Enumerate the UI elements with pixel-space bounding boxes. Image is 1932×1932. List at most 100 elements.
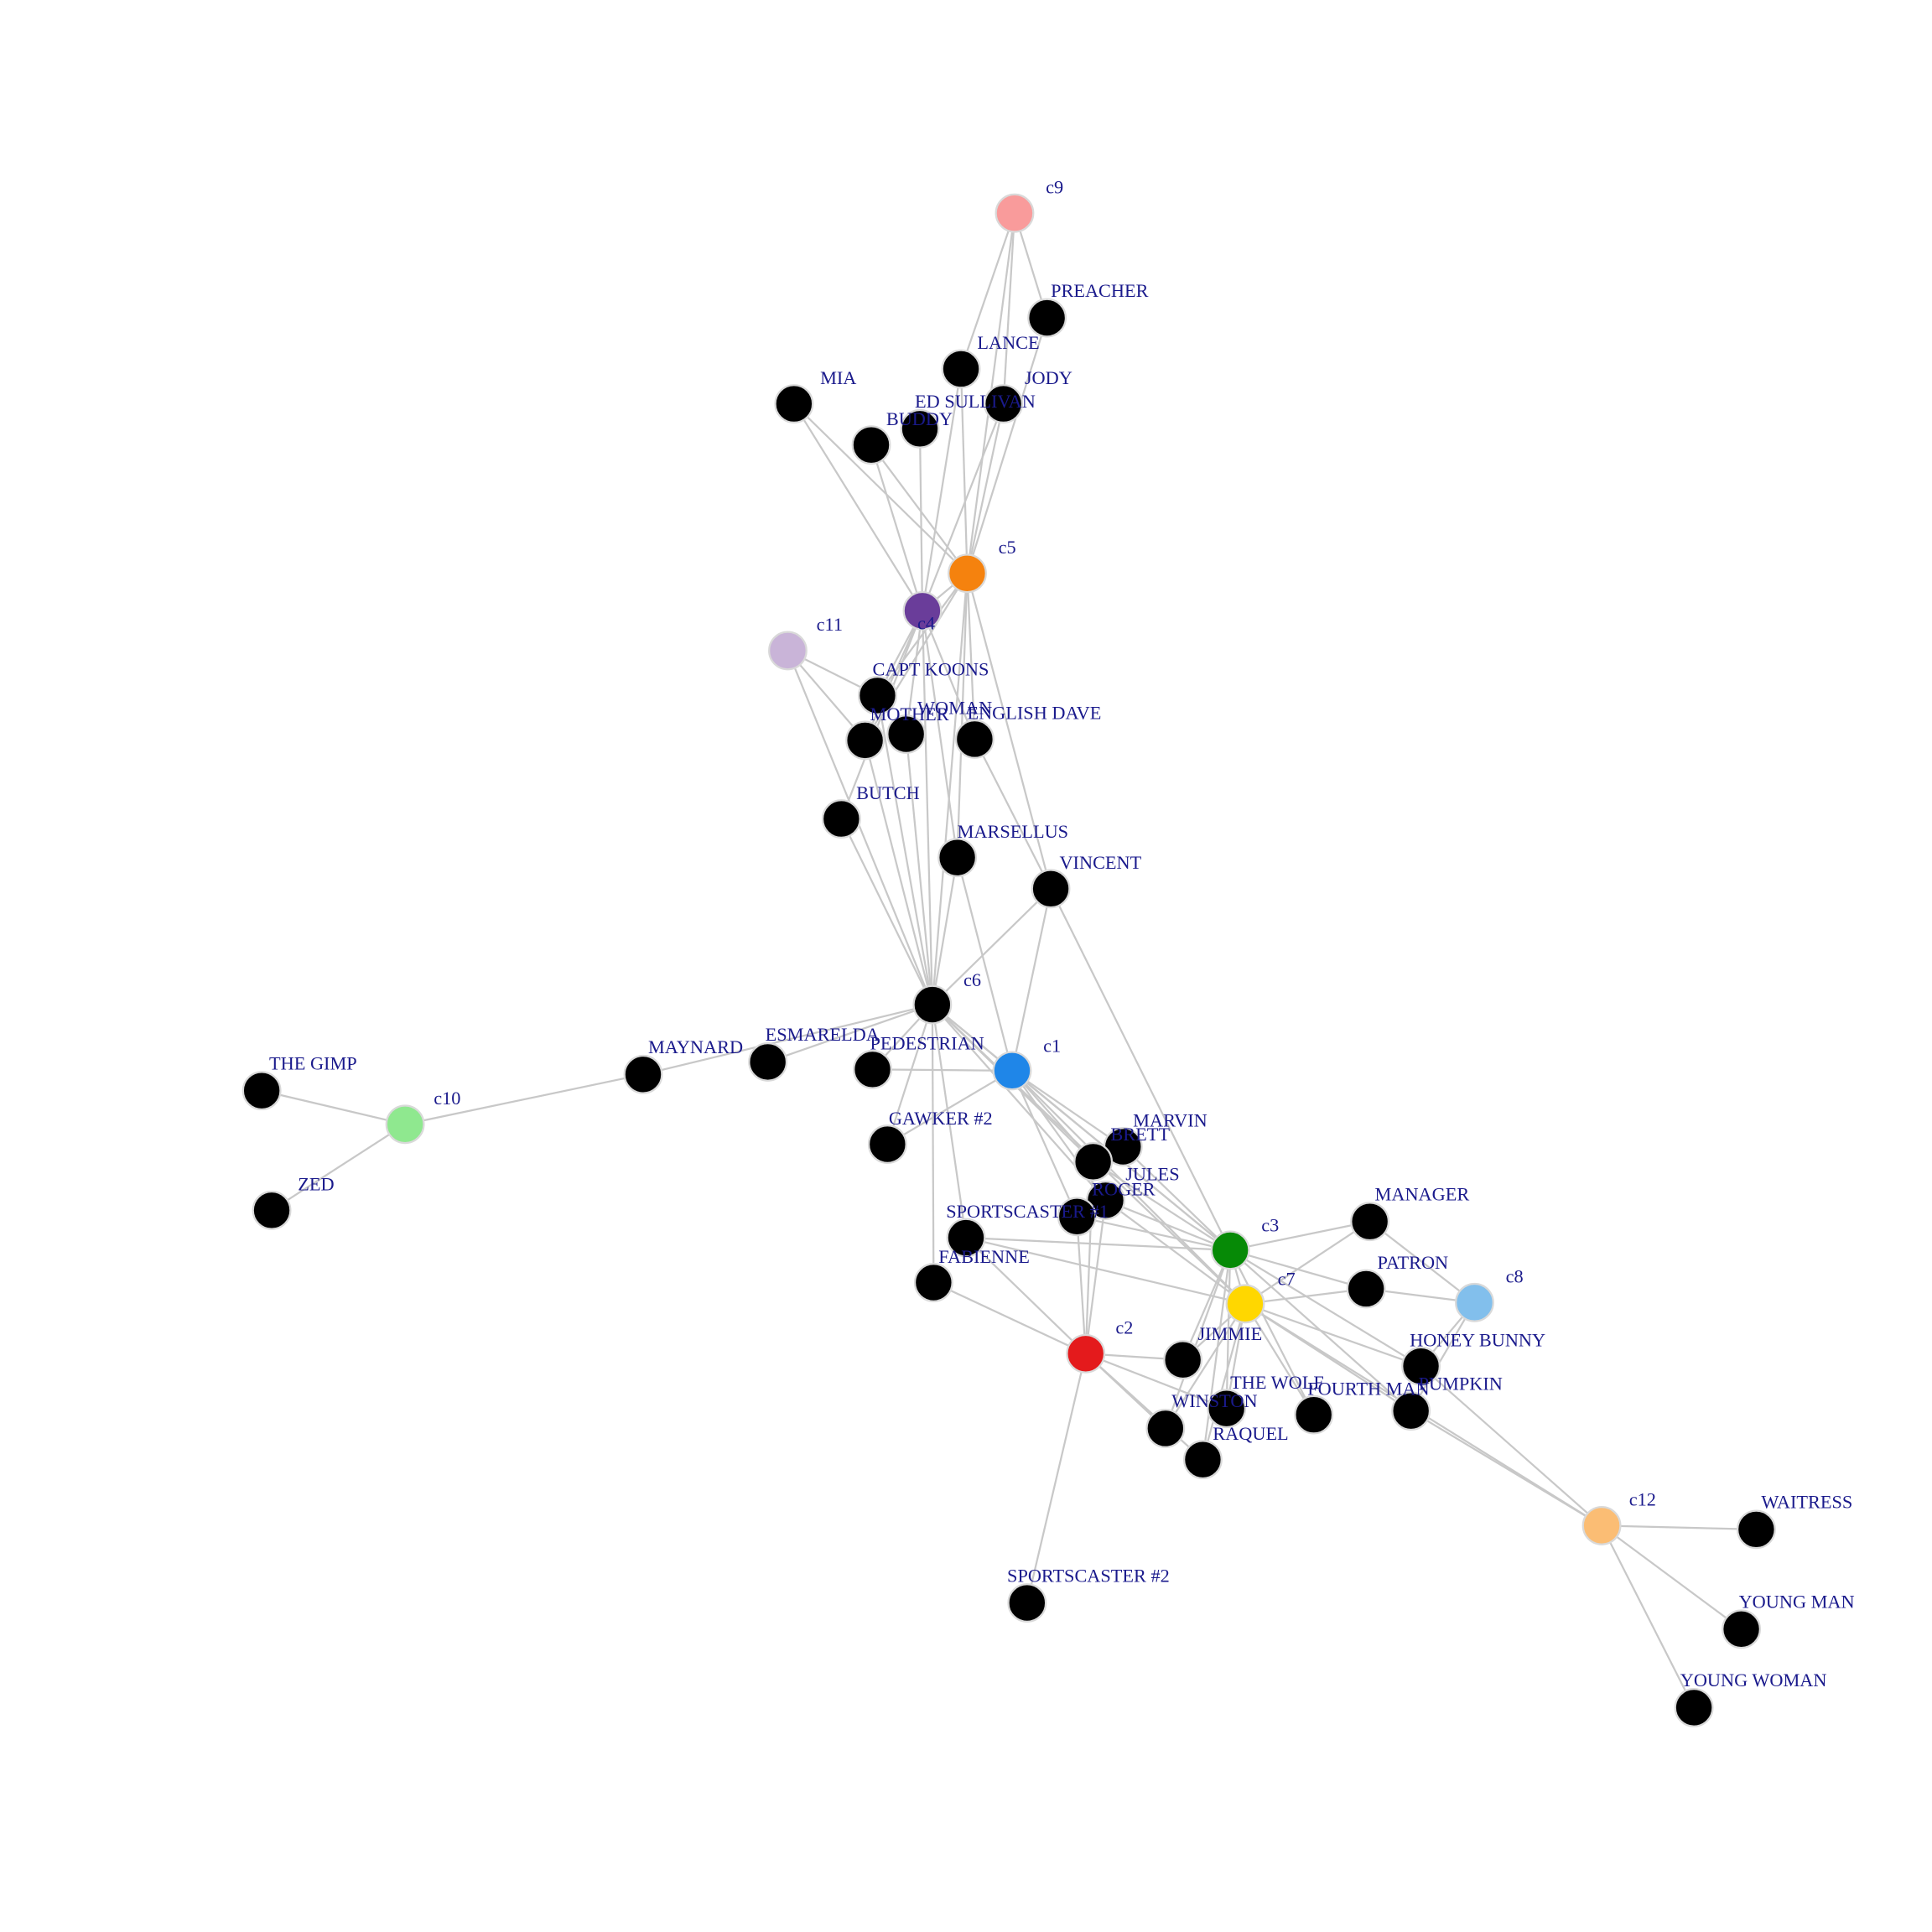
node-label-young-woman: YOUNG WOMAN [1680, 1670, 1827, 1690]
node-sportscaster-2[interactable] [1007, 1583, 1047, 1623]
edge-c7-raquel [1202, 1303, 1247, 1460]
edge-manager-c8 [1368, 1220, 1476, 1304]
node-c5[interactable] [948, 553, 987, 594]
node-fabienne[interactable] [913, 1263, 953, 1302]
node-label-the-wolf: THE WOLF [1230, 1372, 1324, 1393]
node-honey-bunny[interactable] [1401, 1346, 1441, 1386]
edge-c7-winston [1164, 1303, 1246, 1430]
edge-layer [261, 212, 1757, 1708]
node-patron[interactable] [1346, 1269, 1386, 1309]
node-c3[interactable] [1210, 1230, 1250, 1270]
node-zed[interactable] [252, 1190, 292, 1230]
edge-c10-the-gimp [261, 1089, 406, 1125]
edge-c2-the-wolf [1085, 1353, 1228, 1410]
node-label-raquel: RAQUEL [1213, 1423, 1288, 1444]
node-c9[interactable] [995, 193, 1035, 233]
node-mia[interactable] [774, 384, 814, 424]
edge-c1-brett [1011, 1070, 1094, 1163]
node-buddy[interactable] [851, 425, 891, 465]
node-label-winston: WINSTON [1171, 1390, 1257, 1411]
node-c7[interactable] [1225, 1284, 1265, 1324]
node-raquel[interactable] [1183, 1440, 1223, 1480]
node-label-gawker-2: GAWKER #2 [889, 1108, 993, 1129]
edge-c4-woman [905, 610, 924, 735]
node-waitress[interactable] [1736, 1509, 1776, 1550]
node-pedestrian[interactable] [853, 1049, 892, 1089]
edge-marvin-c3 [1122, 1145, 1231, 1251]
edge-c3-fourth-man [1229, 1249, 1315, 1415]
node-woman[interactable] [886, 714, 927, 754]
node-lance[interactable] [941, 349, 981, 389]
node-the-wolf[interactable] [1207, 1389, 1247, 1429]
node-mother[interactable] [845, 720, 886, 761]
node-label-c7: c7 [1278, 1269, 1296, 1290]
node-young-woman[interactable] [1674, 1688, 1714, 1727]
node-esmarelda[interactable] [748, 1042, 788, 1082]
node-c11[interactable] [768, 631, 808, 671]
node-c12[interactable] [1581, 1506, 1622, 1545]
node-label-waitress: WAITRESS [1761, 1492, 1852, 1513]
edge-c6-esmarelda [767, 1004, 933, 1063]
edge-fabienne-c2 [932, 1281, 1087, 1355]
node-label-jules: JULES [1125, 1164, 1179, 1185]
node-label-roger: ROGER [1092, 1179, 1156, 1200]
node-preacher[interactable] [1027, 298, 1067, 338]
node-jody[interactable] [984, 384, 1024, 424]
node-maynard[interactable] [623, 1054, 663, 1094]
node-vincent[interactable] [1031, 869, 1071, 909]
edge-jules-c2 [1084, 1200, 1107, 1354]
node-label-c6: c6 [963, 969, 981, 990]
node-c2[interactable] [1066, 1333, 1106, 1374]
node-label-c1: c1 [1043, 1036, 1061, 1057]
node-capt-koons[interactable] [858, 676, 897, 715]
node-c10[interactable] [385, 1104, 425, 1145]
edge-jules-c7 [1104, 1199, 1246, 1305]
node-label-honey-bunny: HONEY BUNNY [1410, 1329, 1545, 1350]
node-label-mia: MIA [820, 367, 856, 388]
edge-marsellus-c6 [931, 857, 958, 1005]
edge-sportscaster-1-c7 [965, 1236, 1246, 1305]
edge-c3-honey-bunny [1229, 1249, 1422, 1368]
node-brett[interactable] [1073, 1141, 1114, 1182]
edge-mother-c6 [864, 740, 933, 1005]
node-the-gimp[interactable] [242, 1071, 282, 1111]
node-ed-sullivan[interactable] [900, 408, 940, 449]
node-english-dave[interactable] [954, 719, 995, 759]
node-label-buddy: BUDDY [886, 408, 953, 429]
node-c1[interactable] [992, 1051, 1032, 1091]
node-c4[interactable] [902, 590, 943, 631]
node-marsellus[interactable] [937, 838, 978, 878]
edge-c5-marsellus [956, 573, 969, 858]
edge-gawker-2-c1 [886, 1069, 1013, 1145]
node-roger[interactable] [1057, 1197, 1097, 1237]
node-young-man[interactable] [1722, 1609, 1761, 1649]
node-label-brett: BRETT [1110, 1124, 1170, 1145]
node-sportscaster-1[interactable] [946, 1218, 986, 1258]
node-label-manager: MANAGER [1375, 1183, 1470, 1204]
edge-roger-c2 [1076, 1216, 1087, 1354]
node-winston[interactable] [1145, 1409, 1186, 1448]
edge-maynard-c10 [404, 1073, 644, 1125]
edge-lance-c4 [921, 368, 963, 611]
node-jimmie[interactable] [1163, 1340, 1203, 1380]
edge-c9-lance [959, 212, 1016, 370]
node-label-c10: c10 [434, 1088, 460, 1109]
node-pumpkin[interactable] [1391, 1391, 1431, 1431]
node-label-the-gimp: THE GIMP [269, 1052, 357, 1073]
node-gawker-2[interactable] [867, 1124, 907, 1164]
label-layer: c9 c5 c4 c11 c6 c1 c10 c3 c7 c8 c2 c12 PREACHER LANCE… [269, 176, 1855, 1690]
edge-jules-c3 [1105, 1199, 1231, 1251]
edge-vincent-c6 [932, 888, 1052, 1005]
edge-c1-c7 [1011, 1070, 1246, 1305]
node-fourth-man[interactable] [1294, 1394, 1334, 1435]
edge-mia-c5 [793, 402, 969, 574]
node-c6[interactable] [912, 984, 953, 1025]
edge-butch-c6 [840, 818, 933, 1005]
edge-c9-jody [1002, 213, 1016, 404]
edge-honey-bunny-c12 [1420, 1365, 1602, 1527]
node-butch[interactable] [821, 799, 861, 839]
node-manager[interactable] [1350, 1202, 1390, 1242]
edge-c12-young-man [1601, 1524, 1742, 1630]
node-c8[interactable] [1455, 1282, 1494, 1322]
